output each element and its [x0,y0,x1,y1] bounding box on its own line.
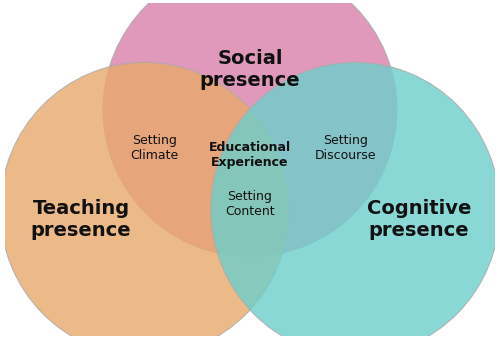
Text: Social
presence: Social presence [200,49,300,90]
Ellipse shape [211,62,500,339]
Text: Setting
Discourse: Setting Discourse [315,134,376,162]
Text: Setting
Content: Setting Content [225,191,275,218]
Text: Setting
Climate: Setting Climate [130,134,178,162]
Ellipse shape [0,62,289,339]
Text: Cognitive
presence: Cognitive presence [367,199,471,240]
Text: Teaching
presence: Teaching presence [30,199,132,240]
Ellipse shape [103,0,397,257]
Text: Educational
Experience: Educational Experience [209,141,291,168]
